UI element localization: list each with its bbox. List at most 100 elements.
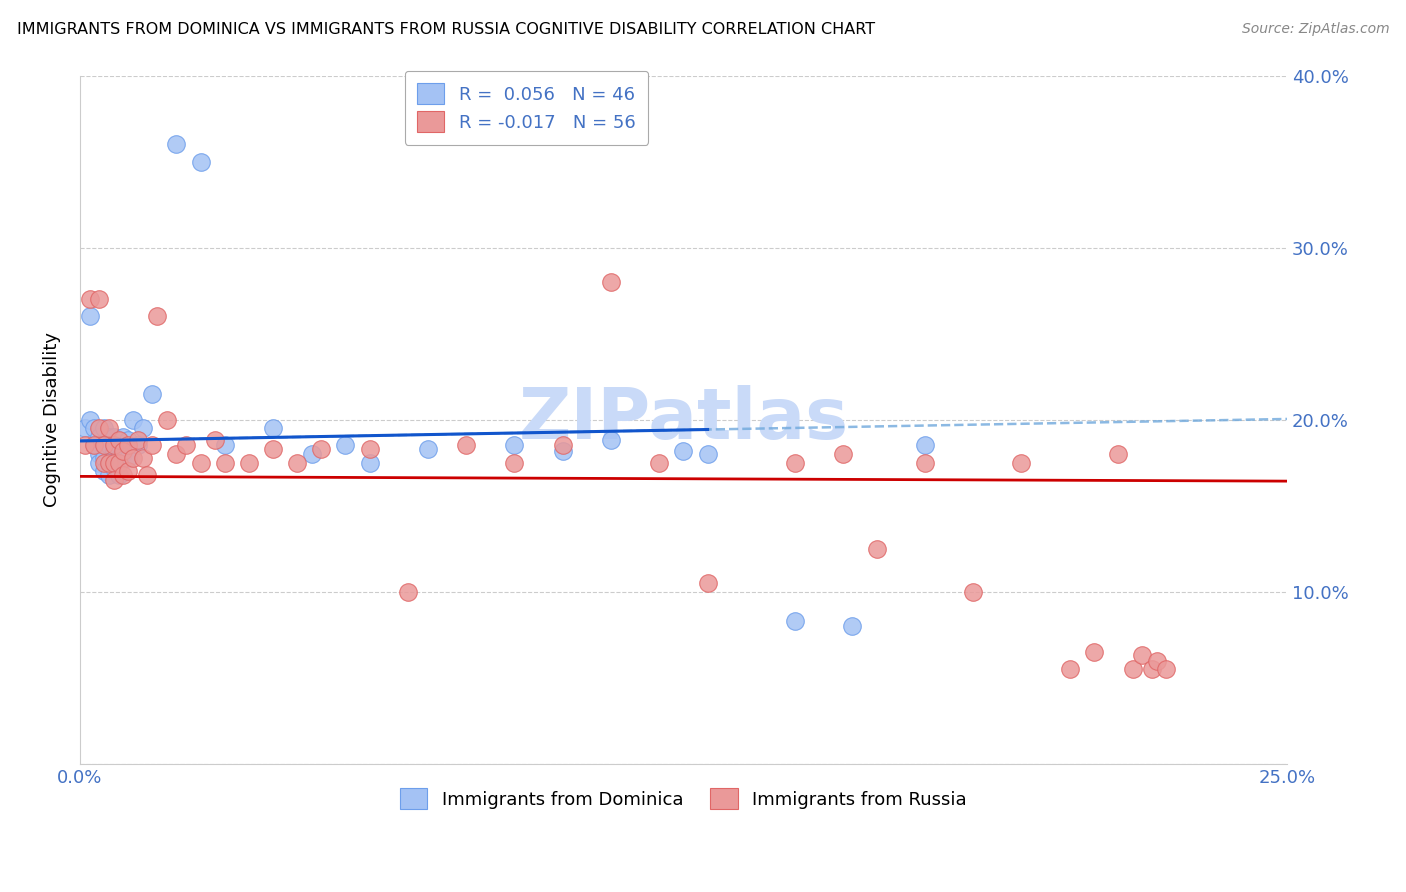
Legend: Immigrants from Dominica, Immigrants from Russia: Immigrants from Dominica, Immigrants fro…: [385, 774, 981, 823]
Point: [416, 442, 439, 456]
Point: [783, 614, 806, 628]
Point: [335, 438, 357, 452]
Y-axis label: Cognitive Disability: Cognitive Disability: [44, 332, 60, 508]
Point: [359, 456, 381, 470]
Point: [1156, 662, 1178, 676]
Point: [696, 576, 718, 591]
Point: [136, 467, 159, 482]
Point: [83, 438, 105, 452]
Text: Source: ZipAtlas.com: Source: ZipAtlas.com: [1241, 22, 1389, 37]
Point: [73, 438, 96, 452]
Point: [97, 456, 120, 470]
Point: [89, 430, 111, 444]
Point: [865, 541, 887, 556]
Point: [914, 456, 936, 470]
Point: [117, 464, 139, 478]
Point: [107, 434, 129, 448]
Point: [672, 443, 695, 458]
Point: [89, 421, 111, 435]
Point: [551, 438, 574, 452]
Point: [112, 443, 135, 458]
Point: [551, 443, 574, 458]
Point: [89, 456, 111, 470]
Point: [1107, 447, 1129, 461]
Point: [1011, 456, 1033, 470]
Point: [238, 456, 260, 470]
Point: [93, 421, 115, 435]
Point: [165, 137, 187, 152]
Point: [127, 434, 149, 448]
Point: [117, 438, 139, 452]
Point: [79, 412, 101, 426]
Point: [1146, 654, 1168, 668]
Point: [97, 438, 120, 452]
Point: [93, 456, 115, 470]
Point: [285, 456, 308, 470]
Point: [79, 292, 101, 306]
Point: [146, 310, 169, 324]
Point: [117, 450, 139, 465]
Point: [1083, 645, 1105, 659]
Point: [131, 421, 153, 435]
Point: [204, 434, 226, 448]
Text: IMMIGRANTS FROM DOMINICA VS IMMIGRANTS FROM RUSSIA COGNITIVE DISABILITY CORRELAT: IMMIGRANTS FROM DOMINICA VS IMMIGRANTS F…: [17, 22, 875, 37]
Point: [107, 434, 129, 448]
Point: [107, 450, 129, 465]
Point: [783, 456, 806, 470]
Point: [89, 447, 111, 461]
Point: [600, 275, 623, 289]
Point: [141, 387, 163, 401]
Point: [93, 438, 115, 452]
Point: [93, 464, 115, 478]
Point: [165, 447, 187, 461]
Point: [962, 584, 984, 599]
Point: [93, 450, 115, 465]
Point: [1122, 662, 1144, 676]
Point: [127, 438, 149, 452]
Point: [103, 443, 125, 458]
Point: [1130, 648, 1153, 663]
Point: [156, 412, 179, 426]
Point: [122, 412, 145, 426]
Point: [117, 434, 139, 448]
Point: [89, 292, 111, 306]
Point: [311, 442, 333, 456]
Point: [841, 619, 863, 633]
Point: [214, 456, 236, 470]
Point: [112, 467, 135, 482]
Point: [73, 421, 96, 435]
Point: [103, 430, 125, 444]
Point: [503, 438, 526, 452]
Point: [93, 438, 115, 452]
Point: [103, 473, 125, 487]
Point: [107, 467, 129, 482]
Point: [103, 456, 125, 470]
Point: [97, 467, 120, 482]
Point: [262, 442, 284, 456]
Point: [103, 438, 125, 452]
Point: [648, 456, 671, 470]
Point: [190, 154, 212, 169]
Point: [262, 421, 284, 435]
Point: [396, 584, 419, 599]
Point: [914, 438, 936, 452]
Point: [107, 456, 129, 470]
Point: [141, 438, 163, 452]
Point: [359, 442, 381, 456]
Point: [131, 450, 153, 465]
Point: [103, 460, 125, 475]
Point: [83, 421, 105, 435]
Point: [696, 447, 718, 461]
Point: [600, 434, 623, 448]
Point: [1140, 662, 1163, 676]
Point: [214, 438, 236, 452]
Point: [122, 450, 145, 465]
Point: [190, 456, 212, 470]
Point: [83, 438, 105, 452]
Point: [1059, 662, 1081, 676]
Point: [301, 447, 323, 461]
Point: [112, 430, 135, 444]
Point: [97, 430, 120, 444]
Point: [174, 438, 197, 452]
Text: ZIPatlas: ZIPatlas: [519, 385, 849, 454]
